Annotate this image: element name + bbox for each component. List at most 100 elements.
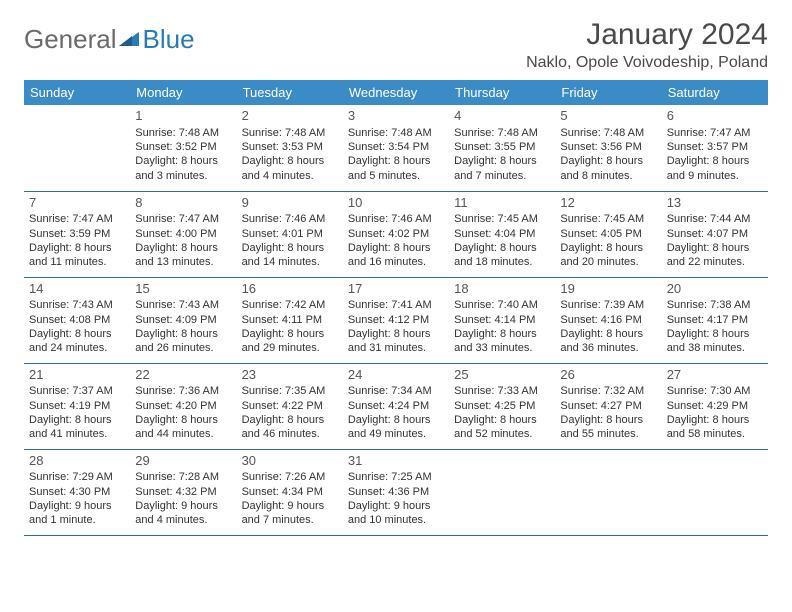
day-number: 7 xyxy=(29,195,125,212)
sunset-text: Sunset: 4:29 PM xyxy=(667,399,763,413)
calendar-week-row: 7Sunrise: 7:47 AMSunset: 3:59 PMDaylight… xyxy=(24,191,768,277)
weekday-header: Saturday xyxy=(662,80,768,105)
sunrise-text: Sunrise: 7:39 AM xyxy=(560,298,656,312)
calendar-day-cell xyxy=(555,449,661,535)
sunrise-text: Sunrise: 7:25 AM xyxy=(348,470,444,484)
sunset-text: Sunset: 4:12 PM xyxy=(348,313,444,327)
calendar-table: Sunday Monday Tuesday Wednesday Thursday… xyxy=(24,80,768,536)
day-number: 13 xyxy=(667,195,763,212)
sunset-text: Sunset: 4:27 PM xyxy=(560,399,656,413)
day-number: 18 xyxy=(454,281,550,298)
sunset-text: Sunset: 4:17 PM xyxy=(667,313,763,327)
sunset-text: Sunset: 3:56 PM xyxy=(560,140,656,154)
logo: General Blue xyxy=(24,18,195,55)
sunset-text: Sunset: 3:59 PM xyxy=(29,227,125,241)
daylight-text: Daylight: 8 hours and 5 minutes. xyxy=(348,154,444,183)
daylight-text: Daylight: 8 hours and 52 minutes. xyxy=(454,413,550,442)
day-number: 9 xyxy=(242,195,338,212)
sunset-text: Sunset: 4:07 PM xyxy=(667,227,763,241)
daylight-text: Daylight: 8 hours and 8 minutes. xyxy=(560,154,656,183)
sunset-text: Sunset: 4:04 PM xyxy=(454,227,550,241)
sunset-text: Sunset: 4:08 PM xyxy=(29,313,125,327)
daylight-text: Daylight: 8 hours and 14 minutes. xyxy=(242,241,338,270)
day-number: 17 xyxy=(348,281,444,298)
sunrise-text: Sunrise: 7:28 AM xyxy=(135,470,231,484)
weekday-header: Wednesday xyxy=(343,80,449,105)
calendar-day-cell: 8Sunrise: 7:47 AMSunset: 4:00 PMDaylight… xyxy=(130,191,236,277)
calendar-day-cell: 4Sunrise: 7:48 AMSunset: 3:55 PMDaylight… xyxy=(449,105,555,191)
calendar-day-cell: 6Sunrise: 7:47 AMSunset: 3:57 PMDaylight… xyxy=(662,105,768,191)
sunset-text: Sunset: 4:25 PM xyxy=(454,399,550,413)
calendar-week-row: 21Sunrise: 7:37 AMSunset: 4:19 PMDayligh… xyxy=(24,363,768,449)
sunset-text: Sunset: 4:30 PM xyxy=(29,485,125,499)
sunrise-text: Sunrise: 7:47 AM xyxy=(667,126,763,140)
calendar-day-cell: 28Sunrise: 7:29 AMSunset: 4:30 PMDayligh… xyxy=(24,449,130,535)
sunrise-text: Sunrise: 7:34 AM xyxy=(348,384,444,398)
day-number: 8 xyxy=(135,195,231,212)
day-number: 12 xyxy=(560,195,656,212)
sunrise-text: Sunrise: 7:43 AM xyxy=(135,298,231,312)
sunset-text: Sunset: 4:01 PM xyxy=(242,227,338,241)
sunset-text: Sunset: 4:20 PM xyxy=(135,399,231,413)
calendar-day-cell: 1Sunrise: 7:48 AMSunset: 3:52 PMDaylight… xyxy=(130,105,236,191)
day-number: 24 xyxy=(348,367,444,384)
day-number: 19 xyxy=(560,281,656,298)
day-number: 14 xyxy=(29,281,125,298)
day-number: 26 xyxy=(560,367,656,384)
calendar-day-cell: 19Sunrise: 7:39 AMSunset: 4:16 PMDayligh… xyxy=(555,277,661,363)
calendar-day-cell: 10Sunrise: 7:46 AMSunset: 4:02 PMDayligh… xyxy=(343,191,449,277)
daylight-text: Daylight: 8 hours and 46 minutes. xyxy=(242,413,338,442)
sunrise-text: Sunrise: 7:48 AM xyxy=(135,126,231,140)
daylight-text: Daylight: 8 hours and 7 minutes. xyxy=(454,154,550,183)
calendar-day-cell xyxy=(24,105,130,191)
sunrise-text: Sunrise: 7:42 AM xyxy=(242,298,338,312)
calendar-day-cell: 11Sunrise: 7:45 AMSunset: 4:04 PMDayligh… xyxy=(449,191,555,277)
calendar-day-cell: 17Sunrise: 7:41 AMSunset: 4:12 PMDayligh… xyxy=(343,277,449,363)
daylight-text: Daylight: 9 hours and 7 minutes. xyxy=(242,499,338,528)
daylight-text: Daylight: 8 hours and 22 minutes. xyxy=(667,241,763,270)
calendar-day-cell: 13Sunrise: 7:44 AMSunset: 4:07 PMDayligh… xyxy=(662,191,768,277)
sunrise-text: Sunrise: 7:48 AM xyxy=(560,126,656,140)
weekday-header: Tuesday xyxy=(237,80,343,105)
logo-text-general: General xyxy=(24,24,117,55)
calendar-day-cell: 2Sunrise: 7:48 AMSunset: 3:53 PMDaylight… xyxy=(237,105,343,191)
weekday-header: Monday xyxy=(130,80,236,105)
sunrise-text: Sunrise: 7:33 AM xyxy=(454,384,550,398)
daylight-text: Daylight: 8 hours and 16 minutes. xyxy=(348,241,444,270)
sunrise-text: Sunrise: 7:48 AM xyxy=(454,126,550,140)
day-number: 15 xyxy=(135,281,231,298)
sunset-text: Sunset: 4:05 PM xyxy=(560,227,656,241)
day-number: 21 xyxy=(29,367,125,384)
day-number: 16 xyxy=(242,281,338,298)
daylight-text: Daylight: 8 hours and 9 minutes. xyxy=(667,154,763,183)
calendar-day-cell: 25Sunrise: 7:33 AMSunset: 4:25 PMDayligh… xyxy=(449,363,555,449)
sunrise-text: Sunrise: 7:41 AM xyxy=(348,298,444,312)
calendar-day-cell: 23Sunrise: 7:35 AMSunset: 4:22 PMDayligh… xyxy=(237,363,343,449)
daylight-text: Daylight: 8 hours and 13 minutes. xyxy=(135,241,231,270)
day-number: 5 xyxy=(560,108,656,125)
day-number: 2 xyxy=(242,108,338,125)
location: Naklo, Opole Voivodeship, Poland xyxy=(526,54,768,72)
calendar-day-cell: 24Sunrise: 7:34 AMSunset: 4:24 PMDayligh… xyxy=(343,363,449,449)
sunset-text: Sunset: 4:32 PM xyxy=(135,485,231,499)
day-number: 31 xyxy=(348,453,444,470)
title-block: January 2024 Naklo, Opole Voivodeship, P… xyxy=(526,18,768,72)
daylight-text: Daylight: 8 hours and 26 minutes. xyxy=(135,327,231,356)
sunrise-text: Sunrise: 7:44 AM xyxy=(667,212,763,226)
sunrise-text: Sunrise: 7:46 AM xyxy=(348,212,444,226)
daylight-text: Daylight: 8 hours and 20 minutes. xyxy=(560,241,656,270)
sunrise-text: Sunrise: 7:46 AM xyxy=(242,212,338,226)
sunset-text: Sunset: 3:57 PM xyxy=(667,140,763,154)
month-title: January 2024 xyxy=(526,18,768,52)
sunrise-text: Sunrise: 7:45 AM xyxy=(560,212,656,226)
calendar-day-cell: 16Sunrise: 7:42 AMSunset: 4:11 PMDayligh… xyxy=(237,277,343,363)
daylight-text: Daylight: 8 hours and 41 minutes. xyxy=(29,413,125,442)
calendar-day-cell: 18Sunrise: 7:40 AMSunset: 4:14 PMDayligh… xyxy=(449,277,555,363)
day-number: 29 xyxy=(135,453,231,470)
sunrise-text: Sunrise: 7:48 AM xyxy=(242,126,338,140)
day-number: 3 xyxy=(348,108,444,125)
calendar-week-row: 28Sunrise: 7:29 AMSunset: 4:30 PMDayligh… xyxy=(24,449,768,535)
daylight-text: Daylight: 9 hours and 4 minutes. xyxy=(135,499,231,528)
daylight-text: Daylight: 8 hours and 38 minutes. xyxy=(667,327,763,356)
calendar-day-cell: 14Sunrise: 7:43 AMSunset: 4:08 PMDayligh… xyxy=(24,277,130,363)
